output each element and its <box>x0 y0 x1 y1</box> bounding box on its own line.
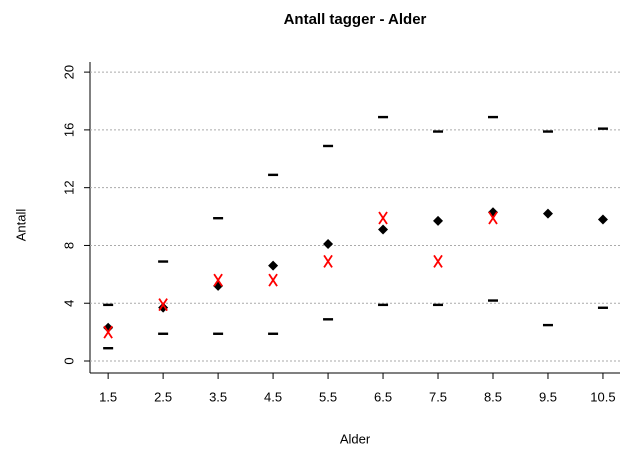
range-dash <box>323 318 334 321</box>
x-tick-label: 6.5 <box>374 389 392 404</box>
range-dash <box>213 332 224 335</box>
mean-marker <box>597 214 608 225</box>
range-dash <box>597 127 608 130</box>
range-dash <box>103 347 114 350</box>
y-axis-label: Antall <box>13 209 28 242</box>
range-dash <box>378 115 389 119</box>
mean-marker <box>323 239 334 250</box>
x-marker <box>103 325 113 339</box>
y-tick-label: 16 <box>61 123 76 137</box>
x-tick-label: 10.5 <box>590 389 615 404</box>
range-dash <box>378 303 389 307</box>
range-dash <box>323 144 334 148</box>
chart-title: Antall tagger - Alder <box>284 11 427 28</box>
y-tick-label: 4 <box>61 300 76 307</box>
range-dash <box>433 130 444 133</box>
range-dash <box>213 217 224 220</box>
x-marker <box>488 211 498 225</box>
x-tick-label: 2.5 <box>154 389 172 404</box>
mean-marker <box>542 208 553 219</box>
x-marker <box>213 273 223 287</box>
x-tick-label: 5.5 <box>319 389 337 404</box>
range-dash <box>268 332 279 335</box>
x-tick-label: 7.5 <box>429 389 447 404</box>
mean-marker <box>158 302 169 313</box>
x-marker <box>323 254 333 268</box>
range-dash <box>542 323 553 327</box>
x-marker <box>158 298 168 312</box>
range-dash <box>433 303 444 307</box>
y-tick-label: 20 <box>61 65 76 79</box>
mean-marker <box>378 224 389 235</box>
x-tick-label: 8.5 <box>484 389 502 404</box>
x-tick-label: 9.5 <box>539 389 557 404</box>
y-tick-label: 0 <box>61 357 76 364</box>
range-dash <box>487 299 498 302</box>
x-axis-label: Alder <box>340 431 371 446</box>
range-dash <box>597 306 608 309</box>
range-dash <box>268 173 279 177</box>
range-dash <box>158 332 169 335</box>
range-dash <box>542 130 553 133</box>
range-dash <box>158 260 169 263</box>
mean-marker <box>268 260 279 271</box>
y-tick-label: 8 <box>61 242 76 249</box>
x-tick-label: 4.5 <box>264 389 282 404</box>
mean-marker <box>433 215 444 226</box>
range-dash <box>487 115 498 119</box>
x-tick-label: 3.5 <box>209 389 227 404</box>
x-marker <box>433 254 443 268</box>
x-marker <box>268 273 278 287</box>
range-dash <box>103 303 114 307</box>
x-marker <box>378 211 388 225</box>
y-tick-label: 12 <box>61 180 76 194</box>
x-tick-label: 1.5 <box>99 389 117 404</box>
mean-marker <box>103 322 114 333</box>
